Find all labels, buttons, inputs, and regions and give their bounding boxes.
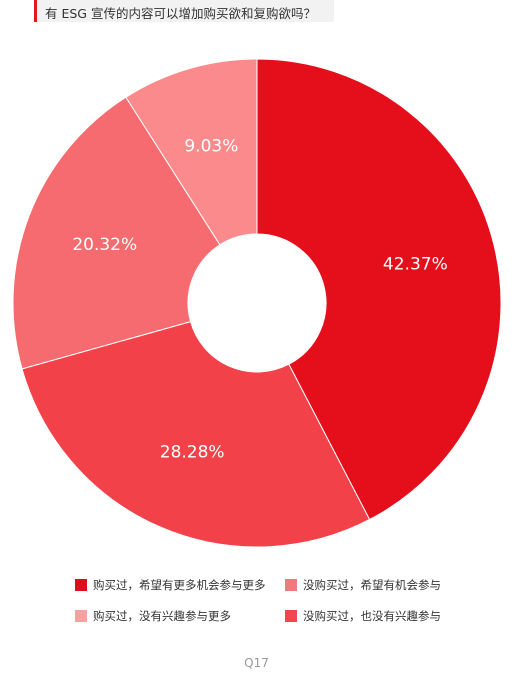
legend-swatch-1 xyxy=(285,610,297,622)
question-number: Q17 xyxy=(244,656,269,670)
slice-value-label-2: 20.32% xyxy=(72,235,137,255)
legend-item-2: 没购买过，希望有机会参与 xyxy=(285,577,441,593)
legend-item-3: 购买过，没有兴趣参与更多 xyxy=(75,608,231,624)
donut-chart: 42.37% 28.28% 20.32% 9.03% xyxy=(12,58,502,548)
pie-slice-2 xyxy=(12,96,221,370)
pie-slice-3 xyxy=(125,58,258,246)
legend-swatch-0 xyxy=(75,579,87,591)
legend-item-0: 购买过，希望有更多机会参与更多 xyxy=(75,577,266,593)
legend-label-2: 没购买过，希望有机会参与 xyxy=(303,578,441,592)
question-title-bar: 有 ESG 宣传的内容可以增加购买欲和复购欲吗？ xyxy=(34,0,334,22)
slice-value-label-1: 28.28% xyxy=(160,443,225,463)
slice-value-label-0: 42.37% xyxy=(383,254,448,274)
chart-title: 有 ESG 宣传的内容可以增加购买欲和复购欲吗？ xyxy=(45,6,316,21)
legend-swatch-3 xyxy=(75,610,87,622)
legend-label-1: 没购买过，也没有兴趣参与 xyxy=(303,609,441,623)
legend-item-1: 没购买过，也没有兴趣参与 xyxy=(285,608,441,624)
pie-slice-0 xyxy=(256,58,502,521)
legend-label-3: 购买过，没有兴趣参与更多 xyxy=(93,609,231,623)
pie-slice-1 xyxy=(21,321,371,548)
legend-label-0: 购买过，希望有更多机会参与更多 xyxy=(93,578,266,592)
legend-swatch-2 xyxy=(285,579,297,591)
slice-value-label-3: 9.03% xyxy=(184,137,238,157)
